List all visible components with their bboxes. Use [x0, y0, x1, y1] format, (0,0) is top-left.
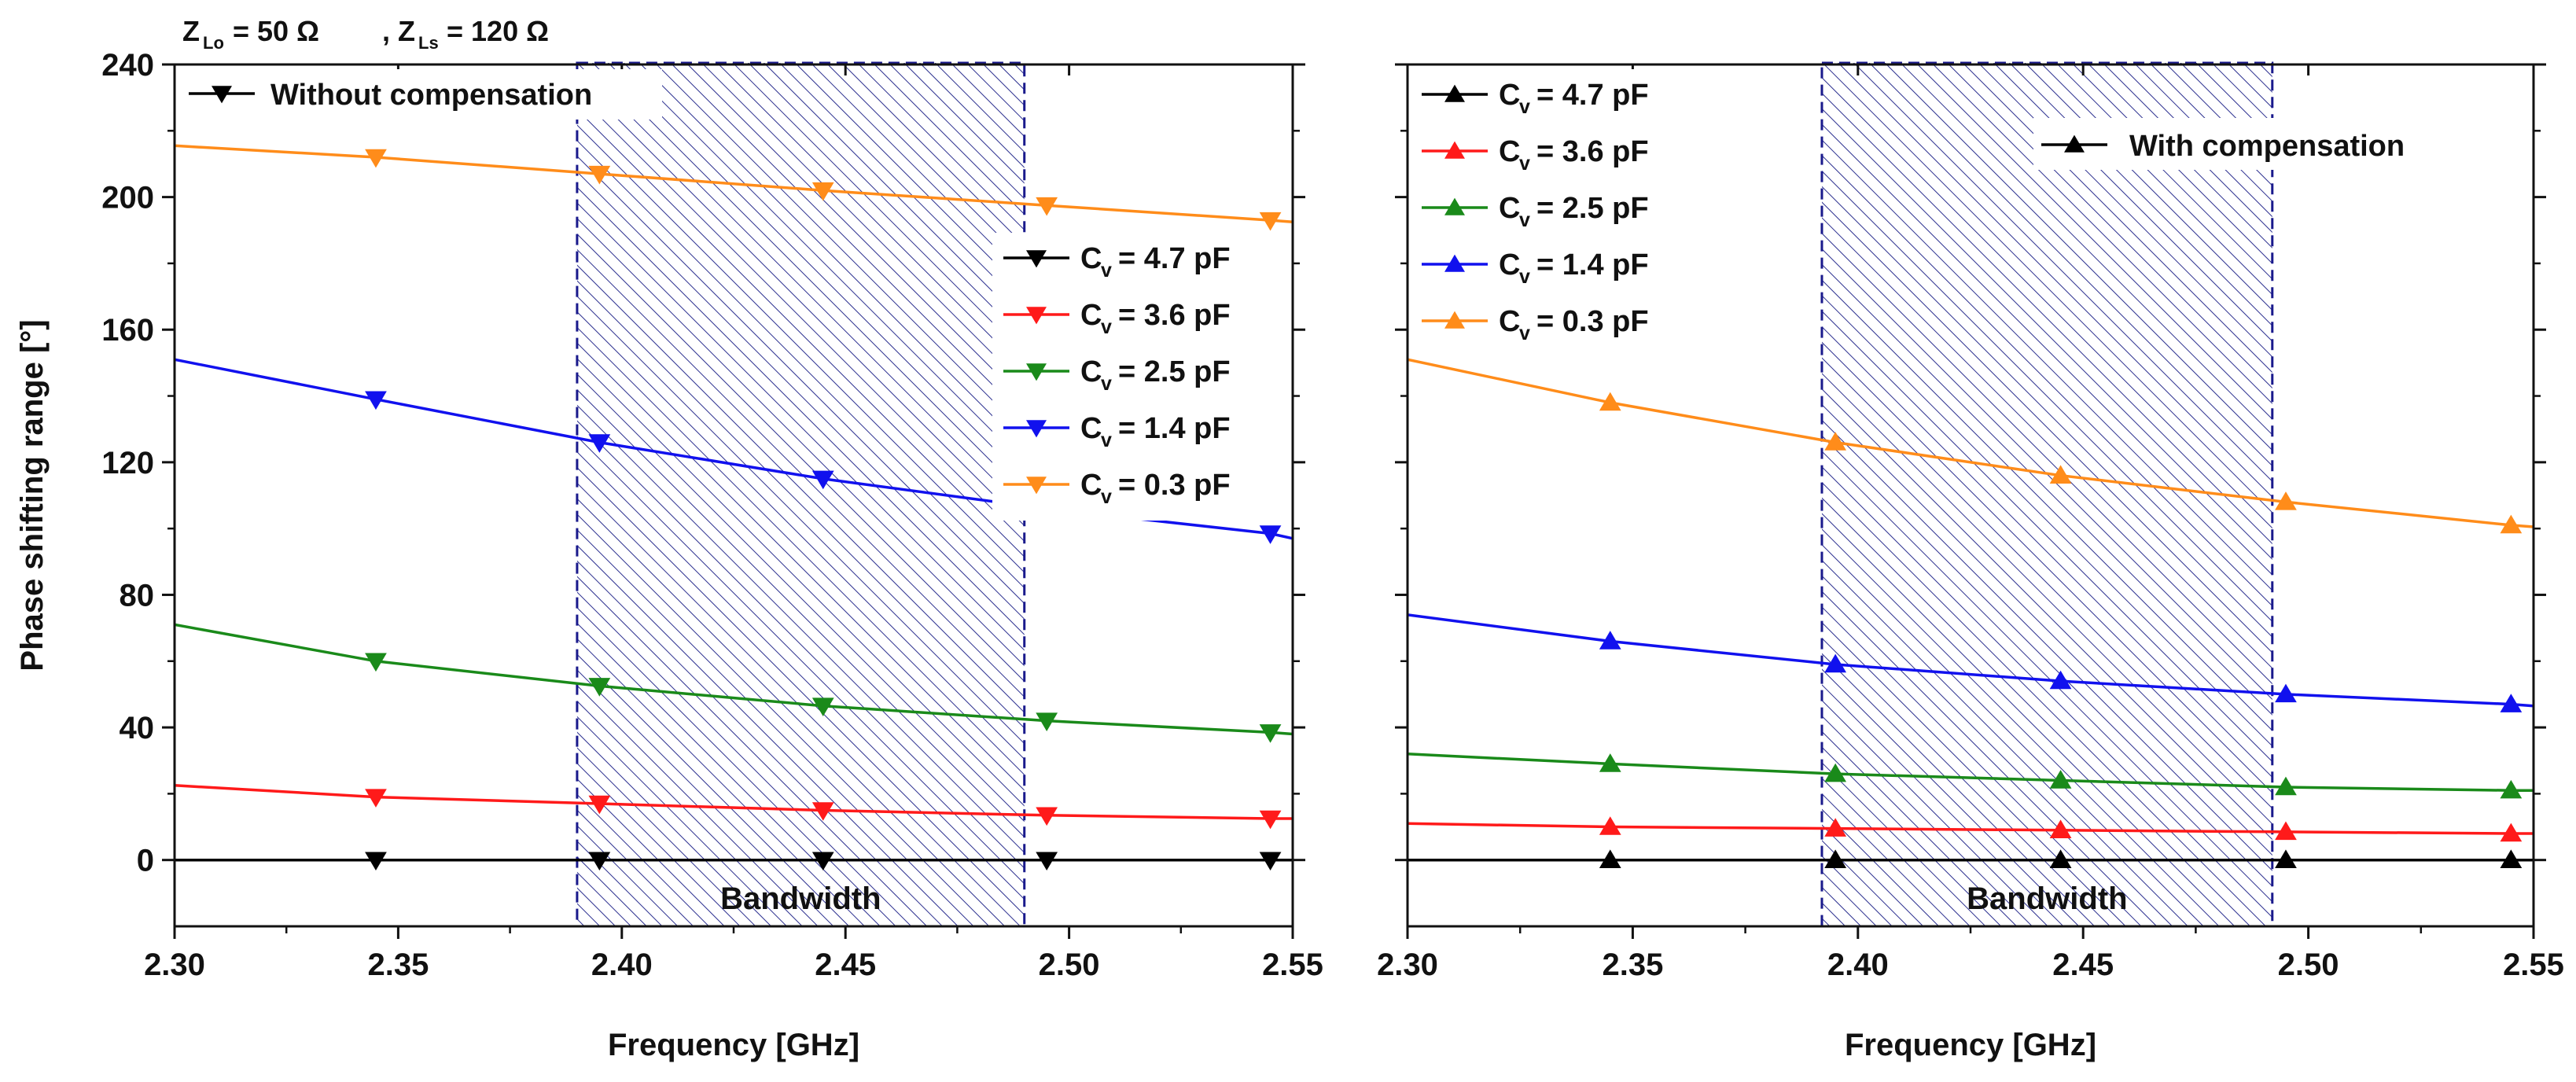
legend-symbol: C — [1080, 242, 1102, 275]
x-tick-label: 2.40 — [591, 948, 653, 982]
x-tick-label: 2.40 — [1827, 948, 1889, 982]
legend-symbol: C — [1080, 299, 1102, 332]
legend-subscript: v — [1519, 209, 1530, 231]
legend-title: Without compensation — [270, 79, 592, 112]
y-tick-label: 160 — [101, 313, 154, 348]
bandwidth-label: Bandwidth — [1967, 881, 2127, 916]
y-tick-label: 40 — [120, 711, 155, 745]
z-lo-subscript: Lo — [203, 33, 224, 53]
y-tick-label: 240 — [101, 48, 154, 83]
legend-subscript: v — [1101, 486, 1112, 508]
z-ls-symbol: Z — [398, 15, 415, 47]
legend-symbol: C — [1080, 412, 1102, 445]
z-ls-value: = 120 Ω — [447, 15, 549, 47]
right-plot: Bandwidth 2.30 2.35 2.40 2.45 2.50 2.55 Frequ… — [1377, 63, 2564, 1062]
bandwidth-region — [577, 63, 1025, 926]
legend-title: With compensation — [2129, 130, 2405, 163]
legend-label: = 1.4 pF — [1536, 248, 1649, 282]
y-tick-label: 200 — [101, 181, 154, 215]
legend-symbol: C — [1499, 305, 1520, 338]
x-tick-label: 2.35 — [1602, 948, 1663, 982]
z-lo-symbol: Z — [182, 15, 200, 47]
legend-subscript: v — [1519, 96, 1530, 118]
figure: Z Lo = 50 Ω , Z Ls = 120 Ω Bandwidth 2.3… — [0, 0, 2576, 1082]
legend-subscript: v — [1101, 373, 1112, 395]
legend-label: = 3.6 pF — [1118, 299, 1231, 332]
x-axis-title: Frequency [GHz] — [608, 1028, 859, 1062]
legend-symbol: C — [1499, 135, 1520, 168]
legend-label: = 0.3 pF — [1118, 469, 1231, 502]
x-tick-label: 2.30 — [1377, 948, 1438, 982]
legend-subscript: v — [1519, 153, 1530, 175]
legend-subscript: v — [1519, 322, 1530, 344]
x-tick-label: 2.45 — [2052, 948, 2114, 982]
x-tick-label: 2.55 — [1262, 948, 1323, 982]
y-axis-title: Phase shifting range [°] — [15, 319, 50, 671]
x-tick-label: 2.30 — [144, 948, 205, 982]
legend-symbol: C — [1080, 469, 1102, 502]
legend-symbol: C — [1499, 192, 1520, 225]
legend-subscript: v — [1101, 429, 1112, 451]
x-axis-title: Frequency [GHz] — [1845, 1028, 2096, 1062]
legend-label: = 0.3 pF — [1536, 305, 1649, 338]
y-tick-label: 80 — [120, 578, 155, 613]
header-separator: , — [382, 15, 390, 47]
legend-symbol: C — [1499, 248, 1520, 282]
bandwidth-region — [1822, 63, 2272, 926]
legend-label: = 2.5 pF — [1118, 355, 1231, 388]
legend-label: = 1.4 pF — [1118, 412, 1231, 445]
x-tick-label: 2.45 — [815, 948, 876, 982]
x-tick-label: 2.35 — [367, 948, 429, 982]
z-ls-subscript: Ls — [418, 33, 439, 53]
bandwidth-label: Bandwidth — [720, 881, 881, 916]
impedance-header: Z Lo = 50 Ω , Z Ls = 120 Ω — [182, 15, 549, 53]
y-tick-label: 0 — [137, 844, 154, 878]
x-tick-label: 2.55 — [2503, 948, 2564, 982]
legend-subscript: v — [1101, 316, 1112, 338]
legend-symbol: C — [1080, 355, 1102, 388]
legend-symbol: C — [1499, 79, 1520, 112]
x-tick-label: 2.50 — [2278, 948, 2339, 982]
legend-label: = 3.6 pF — [1536, 135, 1649, 168]
y-tick-label: 120 — [101, 446, 154, 480]
legend-subscript: v — [1519, 266, 1530, 288]
legend-subscript: v — [1101, 259, 1112, 282]
legend-label: = 4.7 pF — [1118, 242, 1231, 275]
legend-label: = 4.7 pF — [1536, 79, 1649, 112]
legend-label: = 2.5 pF — [1536, 192, 1649, 225]
z-lo-value: = 50 Ω — [233, 15, 319, 47]
left-plot: Bandwidth 2.30 2.35 2.40 2.45 2.50 2.55 0 40 80 1… — [15, 48, 1323, 1062]
x-tick-label: 2.50 — [1039, 948, 1100, 982]
